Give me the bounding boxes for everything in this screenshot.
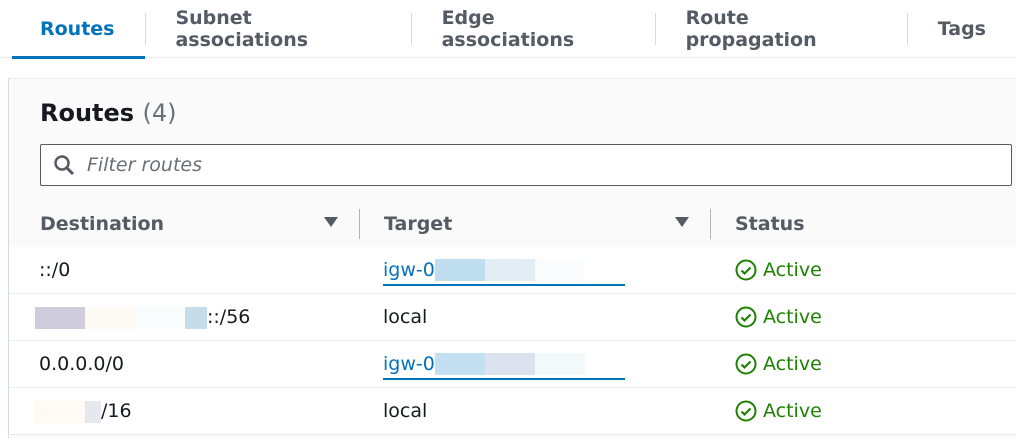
tab-tags[interactable]: Tags: [937, 17, 986, 40]
tab-bar: Routes Subnet associations Edge associat…: [0, 0, 1016, 59]
table-row: 0.0.0.0/0 igw-0 Active: [9, 341, 1016, 388]
tab-divider: [654, 12, 656, 45]
destination-cell: 0.0.0.0/0: [39, 353, 124, 375]
check-circle-icon: [735, 400, 757, 422]
routes-table-body: ::/0 igw-0 Active ::/56 local Active 0.0…: [9, 247, 1016, 435]
column-resizer[interactable]: [359, 209, 360, 239]
target-link[interactable]: igw-0: [383, 353, 625, 380]
table-row: /16 local Active: [9, 388, 1016, 435]
status-cell: Active: [735, 353, 822, 375]
tab-route-propagation[interactable]: Route propagation: [685, 6, 817, 51]
column-resizer[interactable]: [710, 209, 711, 239]
check-circle-icon: [735, 353, 757, 375]
route-count: (4): [142, 99, 177, 127]
panel-title: Routes (4): [40, 99, 177, 127]
column-status: Status: [735, 213, 805, 235]
sort-caret-icon[interactable]: [324, 217, 338, 227]
table-header: Destination Target Status: [9, 201, 1016, 248]
status-cell: Active: [735, 259, 822, 281]
tab-divider: [144, 12, 146, 45]
tab-divider: [906, 12, 908, 45]
target-cell: local: [383, 306, 428, 328]
status-cell: Active: [735, 306, 822, 328]
filter-routes-field[interactable]: [40, 144, 1012, 186]
table-row: ::/0 igw-0 Active: [9, 247, 1016, 294]
column-target[interactable]: Target: [384, 213, 453, 235]
target-cell: local: [383, 400, 428, 422]
target-link[interactable]: igw-0: [383, 259, 625, 286]
search-icon: [54, 155, 75, 176]
tab-edge-associations[interactable]: Edge associations: [441, 6, 575, 51]
destination-cell: ::/56: [35, 306, 250, 329]
check-circle-icon: [735, 306, 757, 328]
tab-subnet-associations[interactable]: Subnet associations: [175, 6, 309, 51]
destination-cell: ::/0: [39, 259, 71, 281]
tab-divider: [410, 12, 412, 45]
status-cell: Active: [735, 400, 822, 422]
column-destination[interactable]: Destination: [40, 213, 165, 235]
destination-cell: /16: [34, 400, 132, 423]
filter-routes-input[interactable]: [87, 154, 887, 176]
check-circle-icon: [735, 259, 757, 281]
table-row: ::/56 local Active: [9, 294, 1016, 341]
sort-caret-icon[interactable]: [675, 217, 689, 227]
tab-routes[interactable]: Routes: [0, 0, 145, 59]
